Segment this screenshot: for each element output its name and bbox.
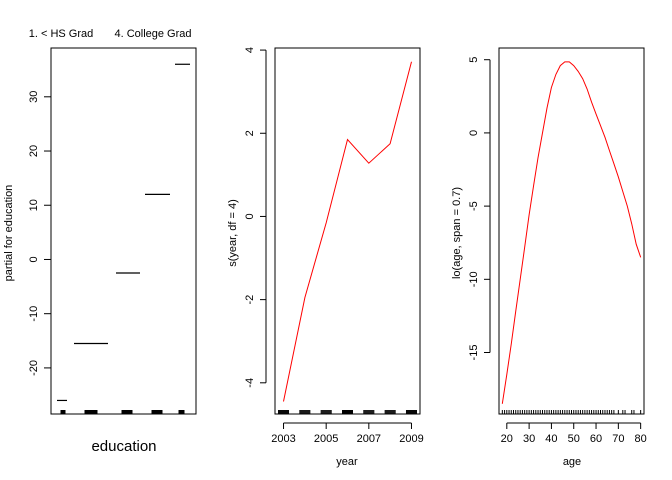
- x-axis-title-year: year: [336, 456, 358, 468]
- y-tick-label: 0: [244, 213, 256, 219]
- plot-frame-education: [50, 47, 197, 415]
- y-tick-label: 10: [28, 199, 40, 211]
- y-tick-label: 0: [468, 130, 480, 136]
- y-tick-label: -2: [244, 295, 256, 305]
- y-axis-title-education: partial for education: [3, 185, 15, 282]
- plot-frame: [274, 47, 421, 415]
- y-tick-label: 20: [28, 145, 40, 157]
- x-axis-title-age: age: [563, 456, 581, 468]
- panel-education: 1. < HS Grad 4. College Grad education p…: [3, 28, 197, 455]
- y-tick-label: -5: [468, 201, 480, 211]
- x-tick-label: 2005: [314, 433, 338, 445]
- plot-frame: [498, 47, 645, 415]
- x-tick-label: 50: [568, 433, 580, 445]
- y-tick-label: 2: [244, 130, 256, 136]
- y-axis-title-age: lo(age, span = 0.7): [451, 187, 463, 279]
- category-label-4: 4. College Grad: [114, 28, 191, 40]
- y-tick-label: 0: [28, 256, 40, 262]
- x-tick-label: 2003: [271, 433, 295, 445]
- y-axis-title-year: s(year, df = 4): [227, 199, 239, 267]
- x-tick-label: 2009: [399, 433, 423, 445]
- y-tick-label: -10: [28, 306, 40, 322]
- x-tick-label: 60: [590, 433, 602, 445]
- x-tick-label: 70: [612, 433, 624, 445]
- y-tick-label: -20: [28, 360, 40, 376]
- y-tick-label: 4: [244, 47, 256, 53]
- y-tick-label: 30: [28, 91, 40, 103]
- x-axis-title-education: education: [91, 438, 156, 455]
- panel-year: 2003 2005 2007 2009 -4 -2 0 2 4 year s(year, df …: [227, 47, 424, 468]
- series-line: [501, 61, 642, 404]
- y-tick-label: -4: [244, 378, 256, 388]
- x-tick-label: 2007: [357, 433, 381, 445]
- panel-age: 20 30 40 50 60 70 80 -15 -10 -5 0 5 age lo(age, spa…: [451, 47, 647, 468]
- category-label-1: 1. < HS Grad: [29, 28, 94, 40]
- x-tick-label: 40: [545, 433, 557, 445]
- x-tick-label: 80: [635, 433, 647, 445]
- x-tick-label: 20: [501, 433, 513, 445]
- x-tick-label: 30: [523, 433, 535, 445]
- y-tick-label: 5: [468, 57, 480, 63]
- y-tick-label: -15: [468, 345, 480, 361]
- series-line: [283, 61, 412, 402]
- y-tick-label: -10: [468, 271, 480, 287]
